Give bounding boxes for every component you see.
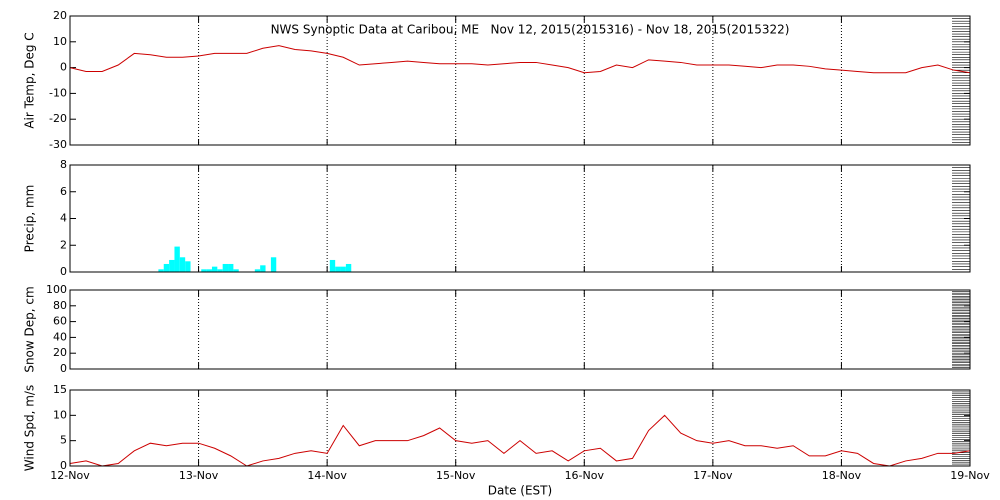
y-tick-label: 20 bbox=[53, 9, 67, 22]
bar bbox=[260, 265, 266, 272]
bar bbox=[206, 269, 212, 272]
y-tick-label: 6 bbox=[60, 185, 67, 198]
y-tick-label: 10 bbox=[53, 35, 67, 48]
x-tick-label: 12-Nov bbox=[50, 469, 90, 482]
y-tick-label: 2 bbox=[60, 238, 67, 251]
line bbox=[69, 45, 971, 74]
line bbox=[69, 414, 971, 467]
y-tick-label: 0 bbox=[60, 459, 67, 472]
y-tick-label: -20 bbox=[49, 112, 67, 125]
bar bbox=[158, 269, 164, 272]
bar bbox=[179, 257, 186, 272]
bar bbox=[211, 266, 218, 272]
bar bbox=[340, 266, 346, 272]
x-tick-label: 13-Nov bbox=[179, 469, 219, 482]
y-axis-label: Air Temp, Deg C bbox=[23, 32, 37, 128]
plot-frame bbox=[69, 164, 971, 273]
y-tick-label: 100 bbox=[46, 283, 67, 296]
chart-title: NWS Synoptic Data at Caribou, ME Nov 12,… bbox=[271, 23, 790, 37]
y-tick-label: 20 bbox=[53, 346, 67, 359]
y-tick-label: -30 bbox=[49, 138, 67, 151]
y-tick-label: 4 bbox=[60, 212, 67, 225]
bar bbox=[270, 257, 277, 272]
y-tick-label: 0 bbox=[60, 61, 67, 74]
x-tick-label: 18-Nov bbox=[822, 469, 862, 482]
bar bbox=[163, 263, 170, 272]
y-tick-label: 15 bbox=[53, 383, 67, 396]
plot-frame bbox=[69, 389, 971, 467]
bar bbox=[345, 263, 352, 272]
y-axis-label: Precip, mm bbox=[23, 185, 37, 253]
y-tick-label: 40 bbox=[53, 330, 67, 343]
y-tick-label: 0 bbox=[60, 265, 67, 278]
plot-frame bbox=[69, 15, 971, 146]
bar bbox=[185, 261, 191, 272]
y-tick-label: 10 bbox=[53, 408, 67, 421]
x-tick-label: 14-Nov bbox=[307, 469, 347, 482]
bar bbox=[169, 259, 175, 272]
bar bbox=[174, 246, 180, 272]
bar bbox=[335, 266, 341, 272]
y-axis-label: Snow Dep, cm bbox=[23, 286, 37, 372]
y-tick-label: 80 bbox=[53, 299, 67, 312]
y-tick-label: 8 bbox=[60, 158, 67, 171]
y-tick-label: 60 bbox=[53, 315, 67, 328]
bar bbox=[201, 269, 207, 272]
y-tick-label: -10 bbox=[49, 86, 67, 99]
bar bbox=[222, 263, 229, 272]
x-tick-label: 19-Nov bbox=[950, 469, 990, 482]
plot-frame bbox=[69, 289, 971, 370]
bar bbox=[228, 263, 234, 272]
y-tick-label: 5 bbox=[60, 434, 67, 447]
y-tick-label: 0 bbox=[60, 362, 67, 375]
x-tick-label: 16-Nov bbox=[565, 469, 605, 482]
x-tick-label: 17-Nov bbox=[693, 469, 733, 482]
bar bbox=[329, 259, 336, 272]
bar bbox=[254, 269, 261, 272]
x-tick-label: 15-Nov bbox=[436, 469, 476, 482]
x-axis-label: Date (EST) bbox=[488, 484, 552, 498]
y-axis-label: Wind Spd, m/s bbox=[23, 385, 37, 471]
bar bbox=[217, 269, 223, 272]
bar bbox=[233, 269, 239, 272]
